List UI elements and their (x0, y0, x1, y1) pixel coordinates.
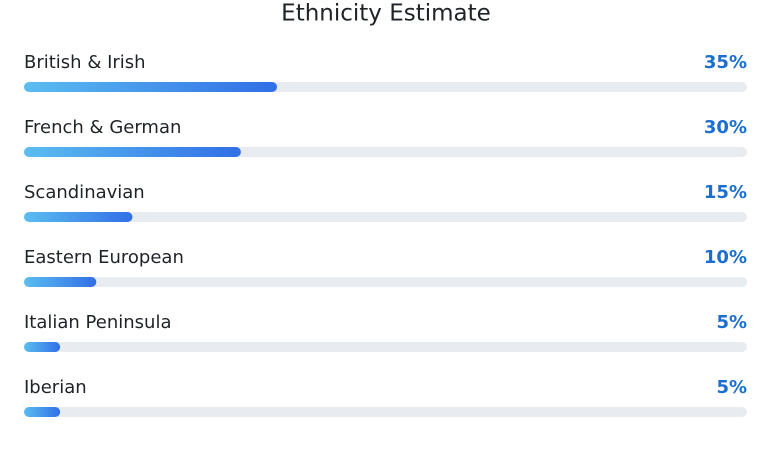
value-label: 5% (716, 377, 747, 398)
bar (24, 277, 97, 287)
value-label: 30% (704, 117, 747, 138)
value-label: 10% (704, 247, 747, 268)
category-label: Italian Peninsula (24, 312, 171, 333)
bar (24, 82, 278, 92)
bar (24, 212, 133, 222)
bar-track (24, 407, 747, 417)
category-label: Iberian (24, 377, 87, 398)
category-label: Eastern European (24, 247, 184, 268)
chart-title: Ethnicity Estimate (281, 1, 491, 27)
category-label: British & Irish (24, 52, 146, 73)
category-label: Scandinavian (24, 182, 145, 203)
category-label: French & German (24, 117, 181, 138)
bar-track (24, 342, 747, 352)
value-label: 35% (704, 52, 747, 73)
bar (24, 407, 61, 417)
bar-track (24, 212, 747, 222)
bar-track (24, 277, 747, 287)
bar (24, 342, 61, 352)
value-label: 5% (716, 312, 747, 333)
value-label: 15% (704, 182, 747, 203)
bar (24, 147, 241, 157)
